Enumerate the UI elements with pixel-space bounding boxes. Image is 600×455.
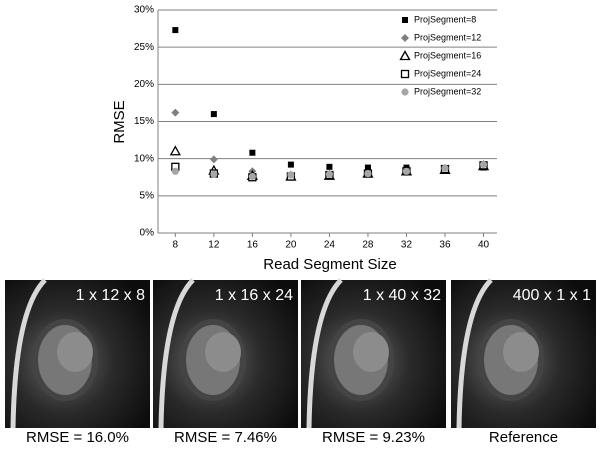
legend-label: ProjSegment=8 bbox=[414, 14, 476, 24]
mri-body-wall bbox=[10, 278, 47, 429]
legend-marker bbox=[402, 17, 408, 23]
legend-label: ProjSegment=32 bbox=[414, 86, 481, 96]
marker bbox=[249, 149, 256, 156]
x-tick-label: 20 bbox=[285, 240, 297, 251]
x-tick-label: 12 bbox=[208, 240, 220, 251]
mri-ventricle bbox=[353, 332, 389, 372]
image-label: 1 x 40 x 32 bbox=[363, 287, 441, 304]
marker bbox=[210, 170, 218, 178]
x-axis-title: Read Segment Size bbox=[263, 256, 396, 273]
marker bbox=[169, 145, 181, 156]
marker bbox=[326, 163, 333, 170]
y-tick-label: 5% bbox=[140, 190, 155, 201]
x-tick-label: 40 bbox=[478, 240, 490, 251]
image-caption: RMSE = 16.0% bbox=[26, 429, 129, 446]
x-tick-label: 24 bbox=[324, 240, 336, 251]
x-tick-label: 32 bbox=[401, 240, 413, 251]
marker bbox=[209, 155, 218, 164]
mri-body-wall bbox=[456, 278, 493, 429]
image-label: 400 x 1 x 1 bbox=[513, 287, 591, 304]
legend-marker bbox=[399, 50, 411, 61]
mri-ventricle bbox=[503, 332, 539, 372]
x-tick-label: 16 bbox=[247, 240, 259, 251]
marker bbox=[172, 27, 179, 34]
y-axis-title: RMSE bbox=[111, 100, 128, 143]
marker bbox=[248, 172, 256, 181]
legend-label: ProjSegment=16 bbox=[414, 50, 481, 60]
marker bbox=[364, 164, 371, 171]
image-label: 1 x 16 x 24 bbox=[215, 287, 293, 304]
marker bbox=[171, 108, 180, 117]
marker bbox=[210, 111, 217, 118]
legend-marker bbox=[401, 88, 409, 96]
y-tick-label: 20% bbox=[134, 79, 154, 90]
x-tick-label: 8 bbox=[173, 240, 179, 251]
legend-marker bbox=[400, 69, 410, 79]
marker bbox=[364, 169, 372, 178]
x-tick-label: 36 bbox=[439, 240, 451, 251]
legend-marker bbox=[401, 34, 409, 42]
marker bbox=[402, 167, 411, 175]
marker bbox=[441, 164, 449, 172]
image-caption: Reference bbox=[489, 429, 558, 446]
mri-ventricle bbox=[205, 332, 241, 372]
mri-body-wall bbox=[306, 278, 343, 429]
marker bbox=[287, 171, 295, 179]
image-caption: RMSE = 9.23% bbox=[322, 429, 425, 446]
marker bbox=[479, 161, 488, 169]
legend-label: ProjSegment=12 bbox=[414, 32, 481, 42]
y-tick-label: 10% bbox=[134, 153, 154, 164]
marker bbox=[171, 167, 179, 175]
marker bbox=[325, 170, 334, 178]
mri-ventricle bbox=[57, 332, 93, 372]
y-tick-label: 30% bbox=[134, 5, 154, 16]
legend-label: ProjSegment=24 bbox=[414, 68, 481, 78]
image-label: 1 x 12 x 8 bbox=[76, 287, 145, 304]
mri-body-wall bbox=[158, 278, 195, 429]
y-tick-label: 25% bbox=[134, 42, 154, 53]
marker bbox=[287, 161, 294, 168]
x-tick-label: 28 bbox=[362, 240, 374, 251]
y-tick-label: 15% bbox=[134, 116, 154, 127]
y-tick-label: 0% bbox=[140, 228, 155, 239]
image-caption: RMSE = 7.46% bbox=[174, 429, 277, 446]
